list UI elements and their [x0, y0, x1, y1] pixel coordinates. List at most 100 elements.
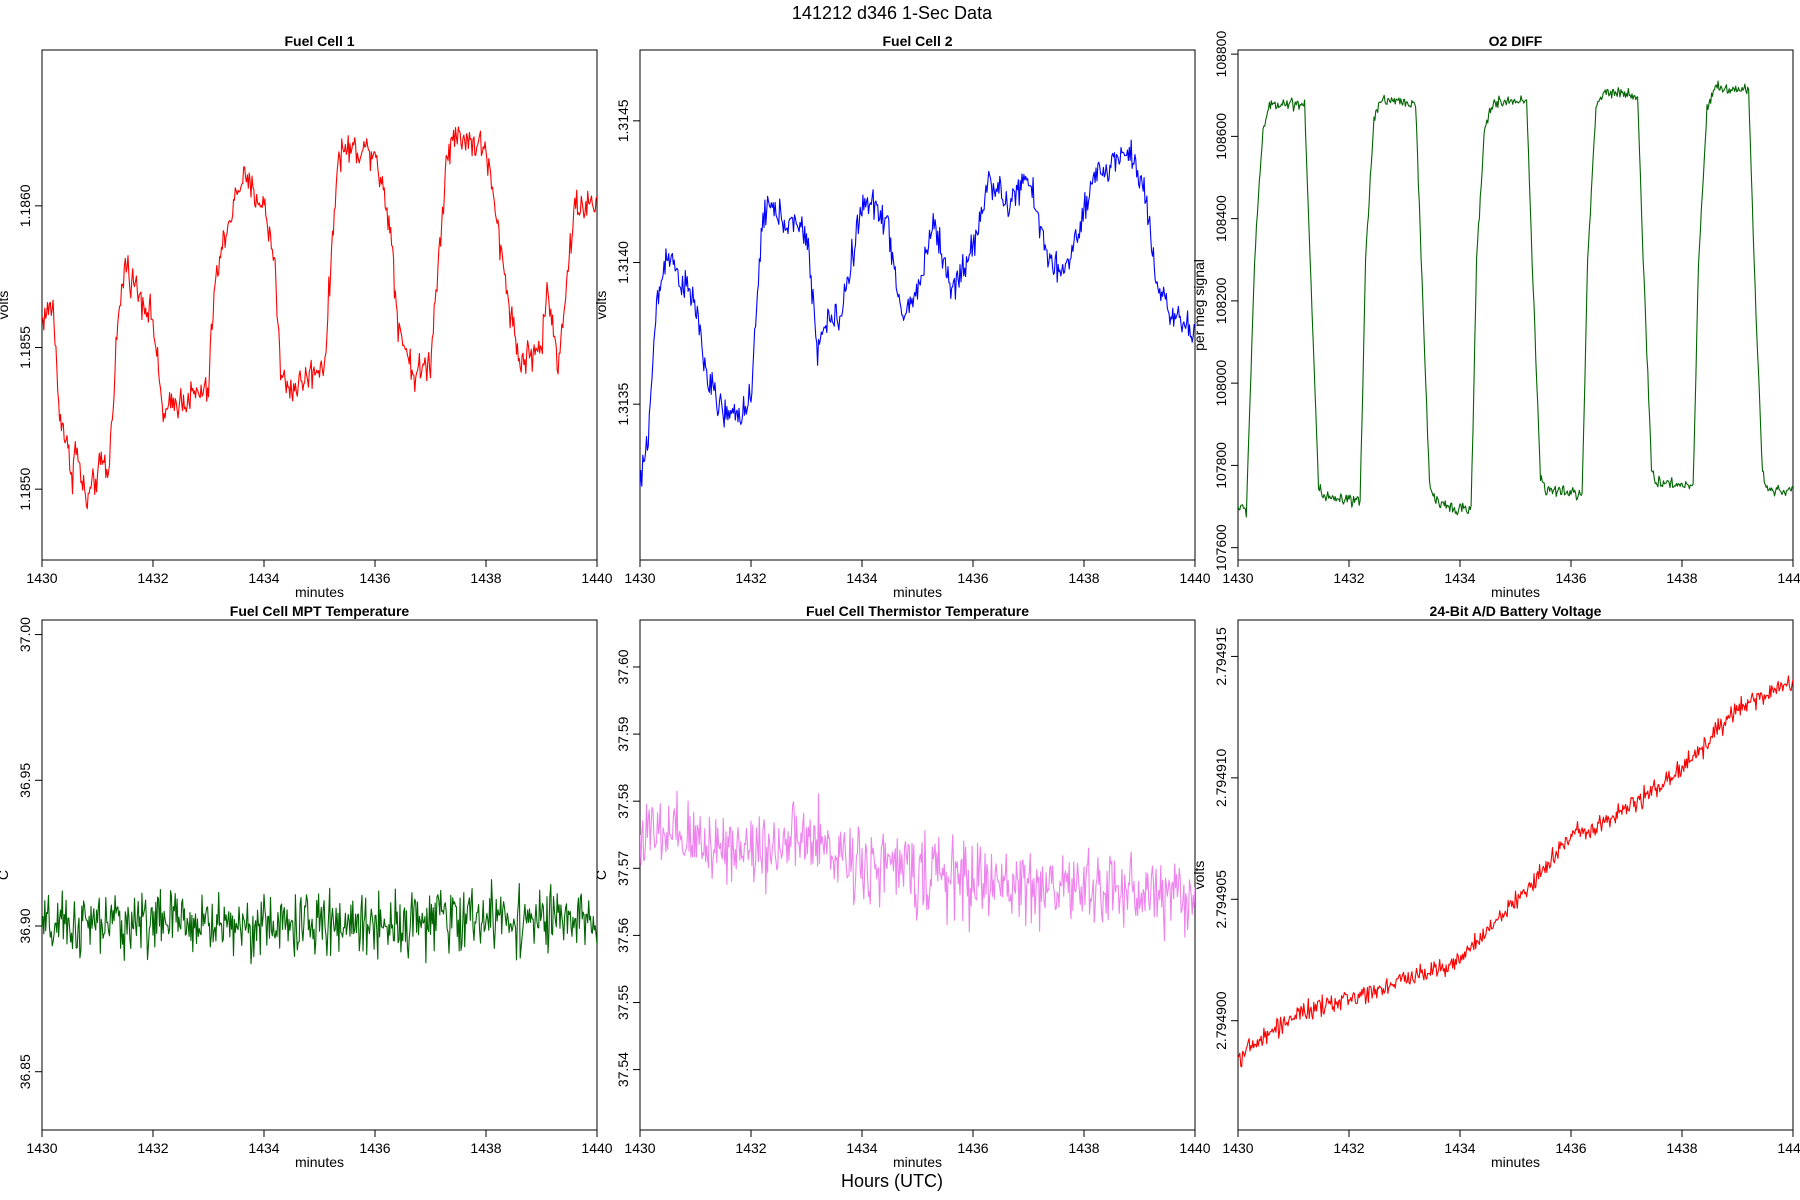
y-tick-label: 36.85	[17, 1054, 33, 1089]
y-tick-label: 37.00	[17, 617, 33, 652]
panel-title: O2 DIFF	[1489, 33, 1543, 49]
y-tick-label: 108200	[1213, 277, 1229, 324]
plot-frame	[1237, 619, 1794, 1131]
x-tick-label: 1432	[735, 1140, 766, 1156]
y-tick-label: 37.57	[615, 851, 631, 886]
y-tick-label: 1.1860	[17, 184, 33, 227]
x-axis-label: minutes	[1491, 584, 1540, 600]
y-tick-label: 1.3145	[615, 99, 631, 142]
x-tick-label: 1434	[846, 570, 877, 586]
x-tick-label: 1434	[248, 570, 279, 586]
y-tick-label: 36.95	[17, 763, 33, 798]
chart-panel: Fuel Cell Thermistor Temperature 1430 1432…	[593, 603, 1211, 1170]
y-tick-label: 2.794900	[1213, 991, 1229, 1050]
y-tick-label: 1.3140	[615, 241, 631, 284]
series-line	[640, 139, 1195, 488]
x-tick-label: 1430	[624, 1140, 655, 1156]
x-tick-label: 1430	[26, 570, 57, 586]
chart-panel: Fuel Cell 2 1430 1432 1434 1436 1438 1440 minut…	[593, 33, 1211, 600]
x-tick-label: 1440	[581, 570, 612, 586]
x-tick-label: 1438	[1666, 570, 1697, 586]
y-tick-label: 36.90	[17, 908, 33, 943]
y-axis-label: per meg signal	[1191, 259, 1207, 351]
y-axis-label: volts	[0, 291, 11, 320]
x-tick-label: 1430	[1222, 570, 1253, 586]
series-line	[1238, 675, 1793, 1068]
plot-frame	[41, 49, 598, 561]
plot-frame	[41, 619, 598, 1131]
y-tick-label: 2.794905	[1213, 870, 1229, 929]
x-axis-label: minutes	[893, 584, 942, 600]
x-tick-label: 1438	[1666, 1140, 1697, 1156]
x-tick-label: 1432	[137, 570, 168, 586]
x-tick-label: 1436	[957, 570, 988, 586]
x-tick-label: 1434	[1444, 570, 1475, 586]
x-tick-label: 1430	[26, 1140, 57, 1156]
x-tick-label: 1430	[1222, 1140, 1253, 1156]
x-axis-label: minutes	[1491, 1154, 1540, 1170]
x-tick-label: 1440	[1179, 570, 1210, 586]
plot-frame	[639, 619, 1196, 1131]
x-tick-label: 1432	[137, 1140, 168, 1156]
y-tick-label: 107800	[1213, 442, 1229, 489]
x-axis-label: minutes	[893, 1154, 942, 1170]
x-tick-label: 1438	[470, 570, 501, 586]
y-tick-label: 108000	[1213, 360, 1229, 407]
chart-panel: O2 DIFF 1430 1432 1434 1436 1438 1440 minutes 10…	[1191, 31, 1800, 600]
y-tick-label: 2.794915	[1213, 627, 1229, 686]
y-tick-label: 1.1850	[17, 468, 33, 511]
plot-frame	[639, 49, 1196, 561]
x-tick-label: 1432	[735, 570, 766, 586]
x-tick-label: 1432	[1333, 570, 1364, 586]
panels: Fuel Cell 1 1430 1432 1434 1436 1438 1440 minut…	[0, 31, 1800, 1170]
y-tick-label: 108600	[1213, 113, 1229, 160]
panel-title: 24-Bit A/D Battery Voltage	[1430, 603, 1602, 619]
y-axis-label: volts	[1191, 861, 1207, 890]
series-line	[42, 879, 597, 965]
x-tick-label: 1440	[1777, 570, 1800, 586]
y-tick-label: 37.56	[615, 918, 631, 953]
chart-panel: Fuel Cell MPT Temperature 1430 1432 1434 143…	[0, 603, 613, 1170]
y-tick-label: 1.3135	[615, 383, 631, 426]
series-line	[640, 790, 1195, 942]
y-tick-label: 108400	[1213, 195, 1229, 242]
x-tick-label: 1434	[248, 1140, 279, 1156]
y-tick-label: 108800	[1213, 31, 1229, 78]
x-main-label: Hours (UTC)	[841, 1171, 943, 1191]
x-tick-label: 1436	[359, 1140, 390, 1156]
y-tick-label: 2.794910	[1213, 748, 1229, 807]
y-axis-label: C	[0, 870, 11, 880]
chart-panel: Fuel Cell 1 1430 1432 1434 1436 1438 1440 minut…	[0, 33, 613, 600]
x-tick-label: 1440	[581, 1140, 612, 1156]
x-tick-label: 1438	[470, 1140, 501, 1156]
panel-title: Fuel Cell 2	[882, 33, 952, 49]
panel-title: Fuel Cell Thermistor Temperature	[806, 603, 1029, 619]
y-tick-label: 107600	[1213, 524, 1229, 571]
x-tick-label: 1432	[1333, 1140, 1364, 1156]
y-tick-label: 1.1855	[17, 326, 33, 369]
y-tick-label: 37.58	[615, 783, 631, 818]
y-axis-label: C	[593, 870, 609, 880]
x-tick-label: 1438	[1068, 570, 1099, 586]
x-axis-label: minutes	[295, 1154, 344, 1170]
y-tick-label: 37.59	[615, 716, 631, 751]
x-tick-label: 1436	[957, 1140, 988, 1156]
x-tick-label: 1440	[1179, 1140, 1210, 1156]
x-tick-label: 1440	[1777, 1140, 1800, 1156]
x-axis-label: minutes	[295, 584, 344, 600]
y-tick-label: 37.55	[615, 985, 631, 1020]
y-axis-label: volts	[593, 291, 609, 320]
x-tick-label: 1434	[1444, 1140, 1475, 1156]
panel-title: Fuel Cell MPT Temperature	[230, 603, 410, 619]
series-line	[42, 126, 597, 510]
x-tick-label: 1430	[624, 570, 655, 586]
panel-title: Fuel Cell 1	[284, 33, 354, 49]
x-tick-label: 1436	[1555, 570, 1586, 586]
series-line	[1238, 80, 1793, 518]
y-tick-label: 37.54	[615, 1052, 631, 1087]
chart-panel: 24-Bit A/D Battery Voltage 1430 1432 1434 14…	[1191, 603, 1800, 1170]
x-tick-label: 1438	[1068, 1140, 1099, 1156]
x-tick-label: 1434	[846, 1140, 877, 1156]
x-tick-label: 1436	[1555, 1140, 1586, 1156]
